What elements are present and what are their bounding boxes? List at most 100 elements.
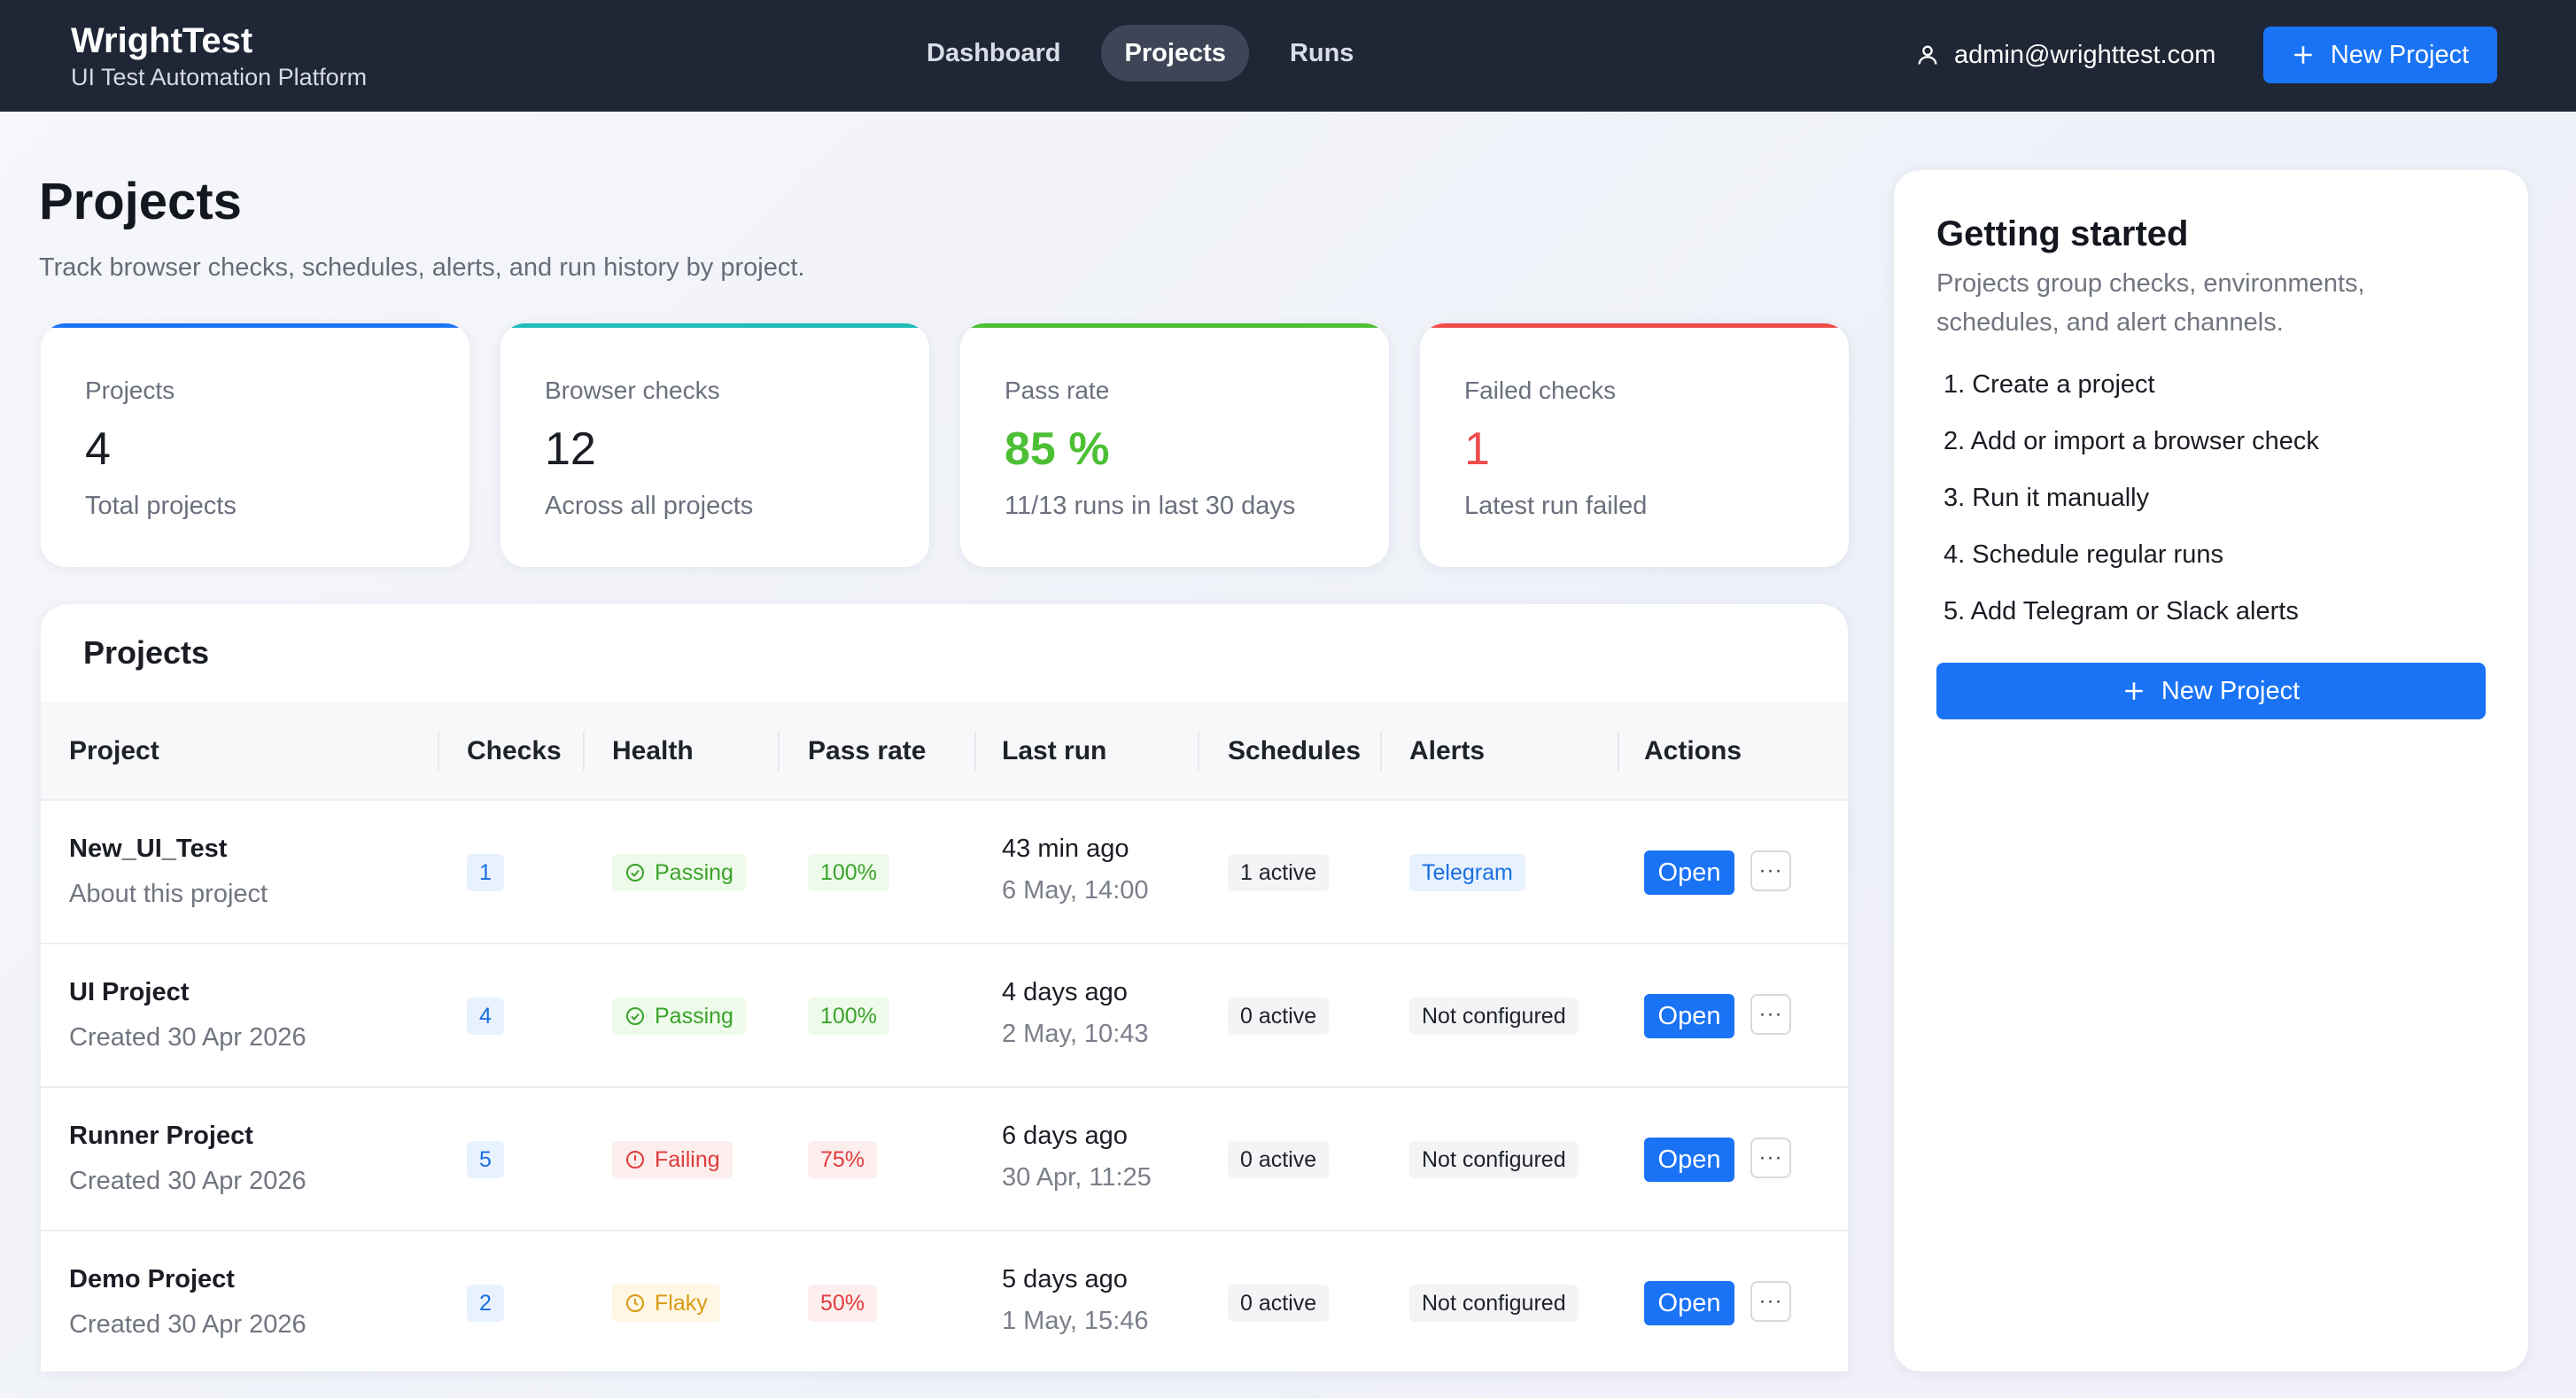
table-row[interactable]: New_UI_Test About this project 1 Passing…	[41, 801, 1848, 944]
step-item: 2. Add or import a browser check	[1944, 427, 2319, 455]
last-run-date: 6 May, 14:00	[1002, 876, 1149, 905]
table-row[interactable]: Runner Project Created 30 Apr 2026 5 Fai…	[41, 1088, 1848, 1231]
stat-value: 12	[545, 423, 596, 475]
more-options-button[interactable]: ···	[1750, 850, 1791, 891]
brand[interactable]: WrightTest UI Test Automation Platform	[71, 19, 367, 92]
health-label: Passing	[655, 1003, 733, 1029]
more-options-button[interactable]: ···	[1750, 1138, 1791, 1178]
getting-started-steps: 1. Create a project 2. Add or import a b…	[1944, 367, 2319, 650]
project-name[interactable]: Runner Project	[69, 1122, 253, 1150]
stat-card-failed-checks: Failed checks 1 Latest run failed	[1420, 323, 1849, 567]
checks-cell: 5	[467, 1141, 504, 1178]
open-project-button[interactable]: Open	[1644, 994, 1734, 1038]
user-email: admin@wrighttest.com	[1954, 40, 2216, 69]
alerts-cell: Not configured	[1409, 1141, 1579, 1178]
clock-icon	[626, 1294, 644, 1312]
step-item: 3. Run it manually	[1944, 484, 2150, 512]
project-name[interactable]: New_UI_Test	[69, 835, 228, 863]
getting-started-title: Getting started	[1936, 214, 2189, 253]
projects-table-card: Projects Project Checks Health Pass rate…	[41, 604, 1848, 1371]
top-navbar: WrightTest UI Test Automation Platform D…	[0, 0, 2576, 112]
schedules-badge: 1 active	[1228, 854, 1330, 891]
more-options-button[interactable]: ···	[1750, 994, 1791, 1035]
stat-note: Latest run failed	[1464, 492, 1648, 520]
page-subtitle: Track browser checks, schedules, alerts,…	[39, 253, 805, 282]
stat-note: 11/13 runs in last 30 days	[1005, 492, 1296, 520]
schedules-badge: 0 active	[1228, 1285, 1330, 1322]
getting-started-description: Projects group checks, environments, sch…	[1936, 269, 2365, 337]
getting-started-new-project-button[interactable]: New Project	[1936, 663, 2486, 719]
alerts-badge: Not configured	[1409, 1285, 1579, 1322]
checks-count-badge: 1	[467, 854, 504, 891]
nav-runs[interactable]: Runs	[1289, 38, 1354, 67]
alerts-cell: Not configured	[1409, 1285, 1579, 1322]
project-description: Created 30 Apr 2026	[69, 1167, 306, 1195]
new-project-button[interactable]: New Project	[2263, 27, 2497, 83]
project-name[interactable]: UI Project	[69, 978, 190, 1006]
new-project-label: New Project	[2330, 40, 2470, 69]
stat-note: Across all projects	[545, 492, 754, 520]
project-description: Created 30 Apr 2026	[69, 1310, 306, 1339]
nav-projects[interactable]: Projects	[1101, 25, 1249, 82]
alerts-badge: Not configured	[1409, 998, 1579, 1035]
health-cell: Failing	[612, 1141, 733, 1178]
schedules-cell: 0 active	[1228, 1285, 1330, 1322]
brand-title: WrightTest	[71, 21, 253, 60]
health-cell: Passing	[612, 998, 746, 1035]
health-badge: Passing	[612, 998, 746, 1035]
stat-value: 85 %	[1005, 423, 1110, 475]
more-options-button[interactable]: ···	[1750, 1281, 1791, 1322]
stat-label: Projects	[85, 377, 175, 404]
col-header-checks: Checks	[467, 736, 562, 765]
col-header-schedules: Schedules	[1228, 736, 1362, 765]
checks-count-badge: 5	[467, 1141, 504, 1178]
stat-card-pass-rate: Pass rate 85 % 11/13 runs in last 30 day…	[960, 323, 1389, 567]
step-item: 5. Add Telegram or Slack alerts	[1944, 597, 2299, 625]
user-icon	[1918, 45, 1937, 65]
col-header-alerts: Alerts	[1409, 736, 1486, 765]
page-title: Projects	[39, 173, 242, 230]
nav-dashboard[interactable]: Dashboard	[927, 38, 1061, 67]
last-run-cell: 4 days ago 2 May, 10:43	[1002, 978, 1149, 1049]
checks-cell: 4	[467, 998, 504, 1035]
user-menu[interactable]: admin@wrighttest.com	[1915, 35, 2215, 74]
stat-label: Failed checks	[1464, 377, 1617, 404]
open-project-button[interactable]: Open	[1644, 1138, 1734, 1182]
alert-circle-icon	[626, 1151, 644, 1169]
health-cell: Passing	[612, 854, 746, 891]
table-row[interactable]: UI Project Created 30 Apr 2026 4 Passing…	[41, 944, 1848, 1088]
new-project-label: New Project	[2161, 676, 2301, 705]
stat-label: Browser checks	[545, 377, 720, 404]
check-circle-icon	[626, 1007, 644, 1025]
col-header-actions: Actions	[1644, 736, 1742, 765]
pass-rate-cell: 75%	[808, 1141, 878, 1178]
health-badge: Passing	[612, 854, 746, 891]
health-badge: Flaky	[612, 1285, 720, 1322]
last-run-date: 1 May, 15:46	[1002, 1307, 1149, 1335]
alerts-badge: Not configured	[1409, 1141, 1579, 1178]
last-run-cell: 6 days ago 30 Apr, 11:25	[1002, 1122, 1152, 1192]
project-cell: New_UI_Test About this project	[69, 835, 268, 909]
health-label: Failing	[655, 1146, 720, 1172]
stat-note: Total projects	[85, 492, 237, 520]
open-project-button[interactable]: Open	[1644, 1281, 1734, 1325]
main-nav: Dashboard Projects Runs	[904, 25, 1377, 82]
stat-label: Pass rate	[1005, 377, 1110, 404]
project-cell: UI Project Created 30 Apr 2026	[69, 978, 306, 1052]
stat-value: 1	[1464, 423, 1490, 475]
health-label: Flaky	[655, 1290, 708, 1316]
project-name[interactable]: Demo Project	[69, 1265, 235, 1293]
col-header-last-run: Last run	[1002, 736, 1107, 765]
open-project-button[interactable]: Open	[1644, 850, 1734, 895]
col-header-health: Health	[612, 736, 694, 765]
checks-count-badge: 4	[467, 998, 504, 1035]
table-row[interactable]: Demo Project Created 30 Apr 2026 2 Flaky…	[41, 1231, 1848, 1371]
getting-started-panel: Getting started Projects group checks, e…	[1894, 170, 2528, 1371]
schedules-cell: 0 active	[1228, 1141, 1330, 1178]
pass-rate-cell: 100%	[808, 854, 889, 891]
last-run-cell: 43 min ago 6 May, 14:00	[1002, 835, 1149, 905]
brand-tagline: UI Test Automation Platform	[71, 64, 368, 90]
projects-table-title: Projects	[83, 634, 210, 671]
actions-cell: Open ···	[1644, 1281, 1791, 1325]
stat-value: 4	[85, 423, 111, 475]
